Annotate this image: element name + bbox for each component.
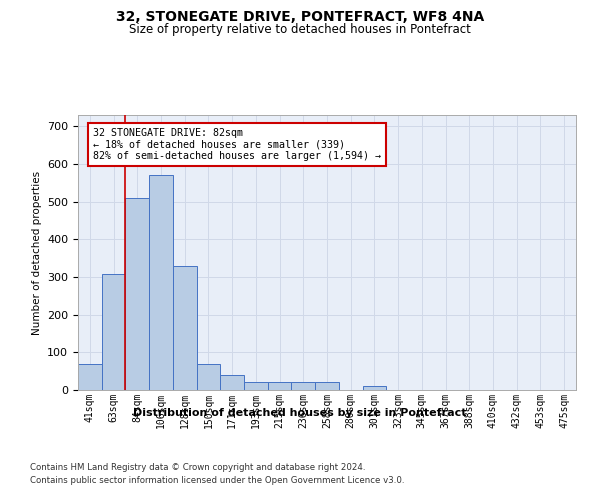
Y-axis label: Number of detached properties: Number of detached properties [32, 170, 41, 334]
Bar [315, 382, 339, 390]
Text: Contains public sector information licensed under the Open Government Licence v3: Contains public sector information licen… [30, 476, 404, 485]
Text: 32 STONEGATE DRIVE: 82sqm
← 18% of detached houses are smaller (339)
82% of semi: 32 STONEGATE DRIVE: 82sqm ← 18% of detac… [93, 128, 381, 162]
Bar [78, 364, 102, 390]
Bar [149, 176, 173, 390]
Bar [197, 364, 220, 390]
Text: 32, STONEGATE DRIVE, PONTEFRACT, WF8 4NA: 32, STONEGATE DRIVE, PONTEFRACT, WF8 4NA [116, 10, 484, 24]
Bar [125, 198, 149, 390]
Text: Distribution of detached houses by size in Pontefract: Distribution of detached houses by size … [133, 408, 467, 418]
Bar [220, 375, 244, 390]
Bar [362, 386, 386, 390]
Bar [268, 382, 292, 390]
Bar [102, 274, 125, 390]
Text: Size of property relative to detached houses in Pontefract: Size of property relative to detached ho… [129, 22, 471, 36]
Bar [292, 382, 315, 390]
Text: Contains HM Land Registry data © Crown copyright and database right 2024.: Contains HM Land Registry data © Crown c… [30, 462, 365, 471]
Bar [173, 266, 197, 390]
Bar [244, 382, 268, 390]
